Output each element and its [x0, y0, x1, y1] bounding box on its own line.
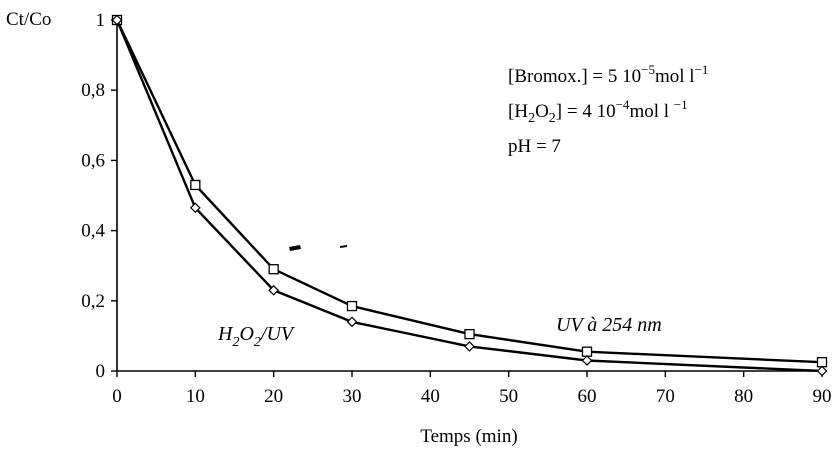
x-tick-label: 50 — [499, 386, 518, 407]
data-point — [268, 284, 280, 296]
y-tick-label: 0,6 — [81, 150, 105, 171]
series-h2o2-uv — [111, 14, 828, 377]
y-tick-label: 0,8 — [81, 80, 105, 101]
series-layer — [111, 14, 828, 377]
axes: 00,20,40,60,810 10 20 30 40 50 60 70 80 90 — [81, 10, 831, 407]
x-tick-label: 70 — [656, 386, 675, 407]
bromox-annotation: [Bromox.] = 5 10−5mol l−1 — [508, 62, 708, 87]
series-line — [115, 19, 823, 364]
x-tick-label: 60 — [578, 386, 597, 407]
scan-mark — [289, 245, 301, 251]
data-point — [346, 300, 358, 312]
y-tick-label: 1 — [96, 10, 106, 31]
data-point — [346, 316, 358, 328]
y-tick-label: 0 — [96, 361, 106, 382]
x-axis-title: Temps (min) — [420, 426, 517, 447]
x-tick-label: 0 — [112, 386, 122, 407]
data-point — [816, 365, 828, 377]
data-point — [581, 355, 593, 366]
data-point — [581, 346, 593, 357]
data-point — [189, 202, 201, 214]
scan-mark — [340, 245, 347, 248]
series-uv-254 — [111, 14, 828, 368]
x-tick-label: 80 — [734, 386, 753, 407]
y-axis-title: Ct/Co — [6, 9, 51, 30]
data-point — [268, 264, 279, 275]
x-tick-label: 40 — [421, 386, 440, 407]
data-point — [816, 357, 828, 368]
y-tick-label: 0,2 — [81, 291, 105, 312]
x-tick-label: 20 — [264, 386, 283, 407]
data-point — [111, 14, 123, 26]
data-point — [464, 328, 475, 340]
series-line — [115, 19, 823, 373]
x-tick-label: 30 — [343, 386, 362, 407]
h2o2-annotation: [H2O2] = 4 10−4mol l −1 — [508, 97, 688, 126]
data-point — [190, 179, 201, 191]
ph-annotation: pH = 7 — [508, 136, 561, 157]
series-label-uv: UV à 254 nm — [556, 314, 662, 336]
series-label-h2o2-uv: H2O2/UV — [217, 323, 296, 350]
x-tick-label: 10 — [186, 386, 205, 407]
x-tick-label: 90 — [813, 386, 832, 407]
y-tick-label: 0,4 — [81, 221, 105, 242]
data-point — [464, 341, 475, 352]
